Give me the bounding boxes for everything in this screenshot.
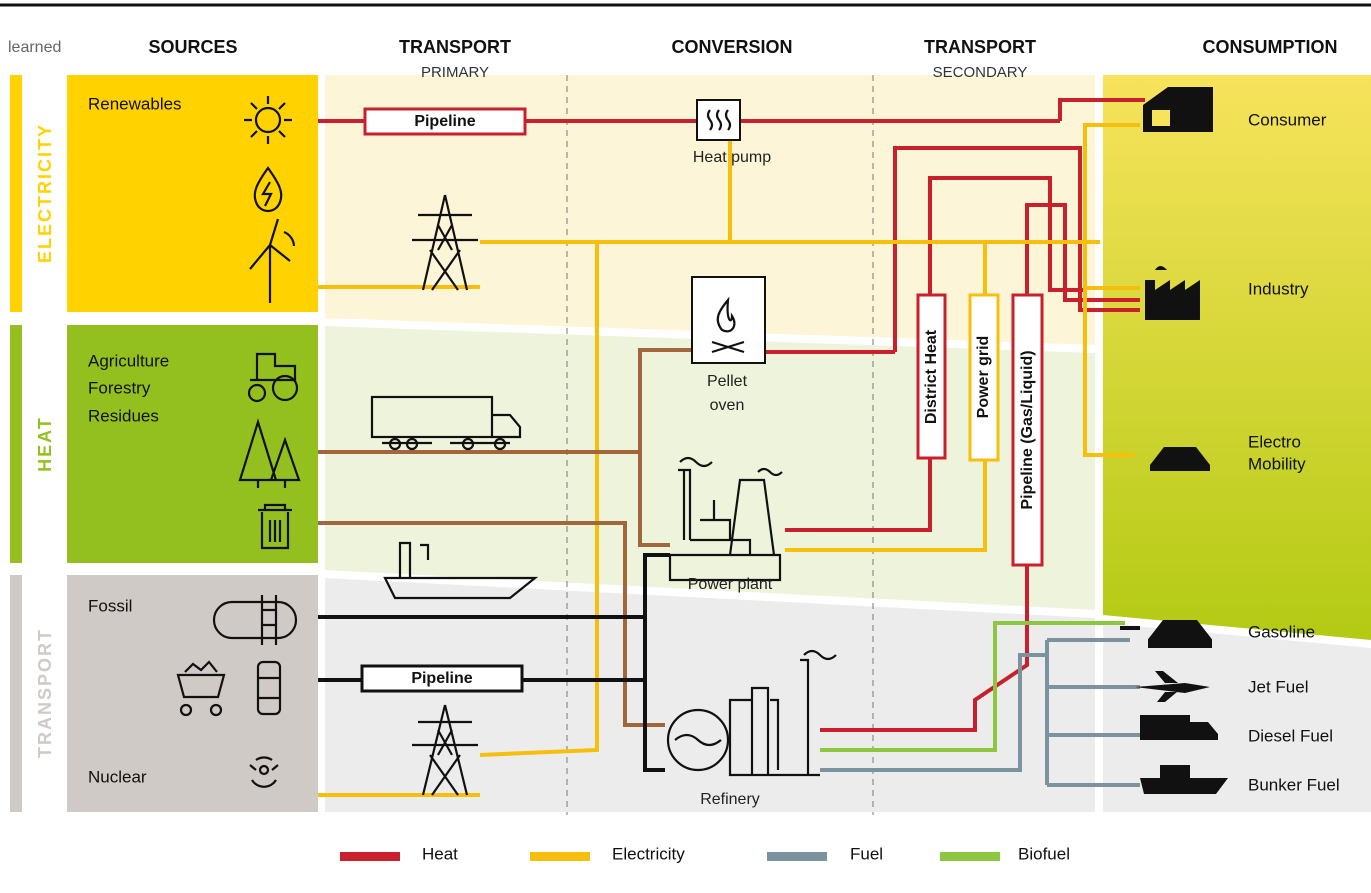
icon-trees bbox=[238, 418, 301, 488]
legend-swatch bbox=[530, 852, 590, 861]
consumption-label: Bunker Fuel bbox=[1248, 775, 1340, 794]
icon-truck bbox=[1140, 715, 1218, 740]
transport-label: District Heat bbox=[923, 329, 940, 424]
flow-line bbox=[1058, 98, 1145, 121]
flow-line bbox=[1025, 203, 1140, 302]
icon-tower bbox=[412, 704, 478, 796]
conversion-label: oven bbox=[710, 397, 745, 414]
icon-plane bbox=[1135, 671, 1210, 702]
legend-swatch bbox=[940, 852, 1000, 861]
row-bar bbox=[10, 325, 22, 563]
transport-label: Power grid bbox=[975, 336, 992, 419]
consumption-label: Diesel Fuel bbox=[1248, 726, 1333, 745]
legend-label: Biofuel bbox=[1018, 844, 1070, 863]
legend-label: Electricity bbox=[612, 844, 685, 863]
icon-tractor bbox=[247, 352, 299, 403]
icon-hydro bbox=[253, 166, 283, 213]
column-title: CONSUMPTION bbox=[1203, 37, 1338, 57]
row-label: ELECTRICITY bbox=[35, 123, 55, 263]
icon-factory bbox=[1145, 266, 1200, 320]
column-title: SOURCES bbox=[148, 37, 237, 57]
icon-car bbox=[1120, 620, 1212, 648]
consumption-label: Electro bbox=[1248, 432, 1301, 451]
pipeline-label: Pipeline bbox=[414, 113, 475, 130]
column-title: CONVERSION bbox=[671, 37, 792, 57]
conversion-label: Refinery bbox=[700, 791, 760, 808]
flow-line bbox=[318, 450, 670, 547]
sources-electricity bbox=[67, 75, 318, 312]
icon-sun bbox=[244, 96, 292, 144]
source-label: Forestry bbox=[88, 378, 151, 397]
icon-ship bbox=[1140, 765, 1228, 794]
icon-refinery bbox=[666, 649, 837, 777]
consumption-transport-band bbox=[1103, 623, 1371, 812]
consumption-label: Gasoline bbox=[1248, 622, 1315, 641]
flow-line bbox=[820, 621, 1125, 752]
flow-line bbox=[643, 553, 670, 772]
transport-label: Pipeline (Gas/Liquid) bbox=[1019, 350, 1036, 509]
icon-power-plant bbox=[668, 456, 783, 582]
legend-label: Heat bbox=[422, 844, 458, 863]
flow-line bbox=[820, 653, 1047, 772]
icon-house-window bbox=[1152, 110, 1170, 126]
column-subtitle: PRIMARY bbox=[421, 64, 489, 81]
consumption-label: Consumer bbox=[1248, 110, 1327, 129]
flow-line bbox=[820, 565, 1029, 732]
pipeline-box bbox=[360, 664, 524, 693]
column-title: TRANSPORT bbox=[399, 37, 511, 57]
legend-swatch bbox=[340, 852, 400, 861]
flow-line bbox=[928, 176, 1085, 295]
icon-tower bbox=[412, 194, 478, 291]
sources-heat bbox=[67, 325, 318, 563]
source-label: Agriculture bbox=[88, 351, 169, 370]
column-title: TRANSPORT bbox=[924, 37, 1036, 57]
flow-line bbox=[785, 460, 987, 552]
row-label: TRANSPORT bbox=[35, 628, 55, 758]
conversion-label: Pellet bbox=[707, 373, 748, 390]
icon-coal-cart bbox=[176, 660, 226, 717]
legend-swatch bbox=[767, 852, 827, 861]
icon-car bbox=[1150, 447, 1210, 471]
row-bar bbox=[10, 575, 22, 812]
row-bar bbox=[10, 75, 22, 312]
flow-line bbox=[893, 146, 1140, 352]
icon-truck bbox=[370, 395, 522, 451]
band-heat bbox=[325, 326, 1095, 610]
row-label: HEAT bbox=[35, 416, 55, 472]
icon-nuclear bbox=[249, 756, 279, 788]
consumption-label: Jet Fuel bbox=[1248, 677, 1308, 696]
flow-line bbox=[479, 242, 599, 757]
source-label: Residues bbox=[88, 406, 159, 425]
source-label: Renewables bbox=[88, 94, 182, 113]
consumption-label: Mobility bbox=[1248, 454, 1306, 473]
transport-box bbox=[916, 293, 947, 460]
icon-wind bbox=[249, 218, 296, 303]
flow-line bbox=[638, 348, 700, 452]
consumption-band bbox=[1103, 75, 1371, 640]
icon-heat-pump-waves bbox=[706, 109, 732, 131]
pipeline-box bbox=[363, 107, 527, 136]
legend-label: Fuel bbox=[850, 844, 883, 863]
source-label: Fossil bbox=[88, 596, 132, 615]
icon-flame bbox=[711, 296, 745, 354]
header-label: learned bbox=[8, 39, 61, 56]
icon-bin bbox=[258, 503, 292, 550]
transport-box bbox=[1011, 293, 1044, 567]
pipeline-label: Pipeline bbox=[411, 670, 472, 687]
icon-ship bbox=[383, 541, 539, 600]
column-subtitle: SECONDARY bbox=[933, 64, 1028, 81]
band-electricity bbox=[325, 75, 1095, 345]
conversion-label: Heat pump bbox=[693, 149, 771, 166]
icon-tank bbox=[212, 595, 298, 645]
transport-box bbox=[968, 293, 1000, 462]
source-label: Nuclear bbox=[88, 767, 147, 786]
flow-line bbox=[785, 458, 932, 532]
icon-barrel bbox=[256, 660, 282, 716]
consumption-label: Industry bbox=[1248, 279, 1309, 298]
conversion-label: Power plant bbox=[688, 576, 773, 593]
